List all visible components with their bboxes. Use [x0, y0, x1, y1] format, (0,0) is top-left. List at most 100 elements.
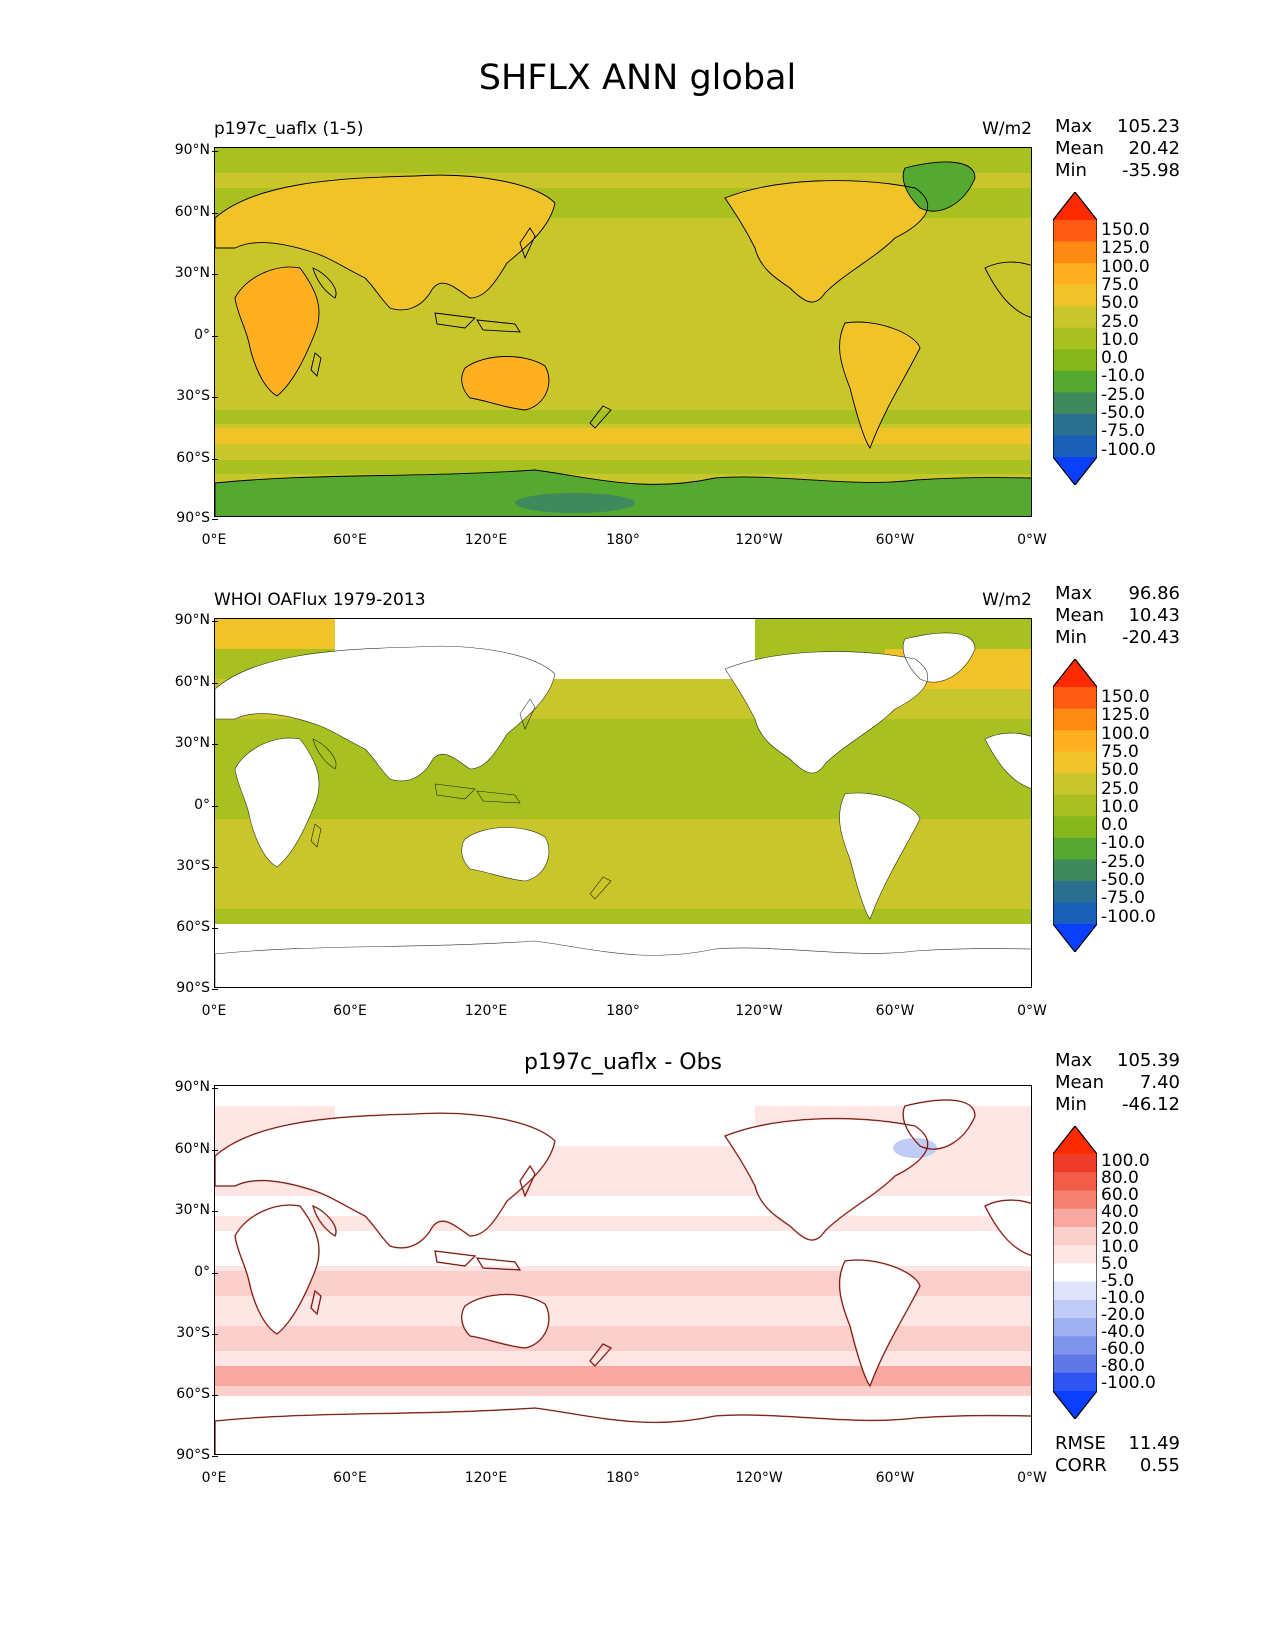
colorbar-segment [1053, 220, 1097, 243]
colorbar-segment [1053, 327, 1097, 350]
colorbar-tick-label: 125.0 [1101, 705, 1150, 726]
panel1-ytick-90n: 90°N [150, 142, 218, 158]
panel2-xtick-0e: 0°E [201, 1003, 227, 1019]
colorbar-tick-label: -40.0 [1101, 1322, 1145, 1342]
panel3-ytick-90s: 90°S [150, 1447, 218, 1463]
panel1-ytick-90s: 90°S [150, 510, 218, 526]
colorbar-tick-label: -80.0 [1101, 1356, 1145, 1377]
panel1-xtick-120e: 120°E [464, 532, 508, 548]
panel2-title: WHOI OAFlux 1979-2013 [214, 590, 426, 610]
panel1-ytick-60s: 60°S [150, 450, 218, 466]
stat-value: 105.23 [1117, 116, 1180, 137]
stat-value: -46.12 [1121, 1094, 1180, 1115]
colorbar-tick-label: 5.0 [1101, 1253, 1129, 1274]
panel3-rmse-corr: RMSE 11.49 CORR 0.55 [1055, 1433, 1180, 1477]
stat-label: Max [1055, 1050, 1093, 1071]
panel3-xtick-0w: 0°W [1017, 1470, 1047, 1486]
colorbar-segment [1053, 1372, 1097, 1392]
panel3-ytick-0: 0° [150, 1264, 218, 1280]
panel2-xtick-0w: 0°W [1017, 1003, 1047, 1019]
colorbar-tick-label: 20.0 [1101, 1219, 1139, 1240]
stat-value: -20.43 [1121, 627, 1180, 648]
colorbar-segment [1053, 1336, 1097, 1356]
panel2-ytick-60n: 60°N [150, 674, 218, 690]
colorbar-tick-label: -10.0 [1101, 1287, 1145, 1308]
colorbar-tick-label: -75.0 [1101, 888, 1145, 909]
panel3-xtick-120e: 120°E [464, 1470, 508, 1486]
panel1-xtick-120w: 120°W [735, 532, 783, 548]
panel1-ytick-60n: 60°N [150, 204, 218, 220]
colorbar-tick-label: -10.0 [1101, 366, 1145, 387]
colorbar-bottom-arrow [1053, 457, 1097, 485]
panel3-xtick-180: 180° [606, 1470, 640, 1486]
colorbar-segment [1053, 435, 1097, 458]
panel2-map [214, 618, 1032, 988]
colorbar-segment [1053, 859, 1097, 882]
panel2-xtick-180: 180° [606, 1003, 640, 1019]
colorbar-segment [1053, 413, 1097, 436]
stat-label: Max [1055, 116, 1093, 137]
colorbar-segment [1053, 1154, 1097, 1173]
panel1-xtick-60e: 60°E [333, 532, 367, 548]
colorbar-tick-label: 150.0 [1101, 687, 1150, 707]
stat-label: Min [1055, 1094, 1087, 1115]
colorbar-tick-label: 100.0 [1101, 723, 1150, 744]
colorbar-segment [1053, 392, 1097, 415]
panel2-stats: Max 96.86 Mean 10.43 Min -20.43 [1055, 583, 1180, 649]
panel3-xtick-120w: 120°W [735, 1470, 783, 1486]
panel2-ytick-90n: 90°N [150, 612, 218, 628]
colorbar-tick-label: 60.0 [1101, 1185, 1139, 1206]
stat-value: 11.49 [1128, 1433, 1180, 1454]
panel1-ytick-0: 0° [150, 327, 218, 343]
panel3-ytick-90n: 90°N [150, 1079, 218, 1095]
panel2-xtick-60w: 60°W [875, 1003, 915, 1019]
colorbar-tick-label: 25.0 [1101, 311, 1139, 332]
colorbar-tick-label: 50.0 [1101, 293, 1139, 314]
colorbar-tick-label: 40.0 [1101, 1202, 1139, 1223]
colorbar-tick-label: -60.0 [1101, 1339, 1145, 1360]
colorbar-segment [1053, 708, 1097, 731]
colorbar-segment [1053, 1263, 1097, 1283]
colorbar-tick-label: 75.0 [1101, 741, 1139, 762]
stat-value: 0.55 [1139, 1455, 1180, 1476]
colorbar-tick-label: -20.0 [1101, 1304, 1145, 1325]
panel3-xtick-60w: 60°W [875, 1470, 915, 1486]
stat-value: 20.42 [1128, 138, 1180, 159]
panel1-xtick-60w: 60°W [875, 532, 915, 548]
stat-label: Mean [1055, 138, 1105, 159]
colorbar-tick-label: 0.0 [1101, 348, 1129, 369]
colorbar-segment [1053, 773, 1097, 796]
stat-label: CORR [1055, 1455, 1107, 1476]
colorbar-segment [1053, 1208, 1097, 1228]
panel3-xtick-0e: 0°E [201, 1470, 227, 1486]
panel2-xtick-60e: 60°E [333, 1003, 367, 1019]
colorbar-tick-label: 10.0 [1101, 329, 1139, 350]
colorbar-segment [1053, 306, 1097, 329]
panel1-xtick-0w: 0°W [1017, 532, 1047, 548]
colorbar-segment [1053, 370, 1097, 393]
panel2-ytick-30s: 30°S [150, 858, 218, 874]
colorbar-segment [1053, 794, 1097, 817]
colorbar-segment [1053, 1299, 1097, 1319]
colorbar-top-arrow [1053, 1126, 1097, 1154]
panel3-title: p197c_uaflx - Obs [523, 1050, 723, 1075]
colorbar-segment [1053, 1354, 1097, 1374]
panel1-stats: Max 105.23 Mean 20.42 Min -35.98 [1055, 116, 1180, 182]
panel3-ytick-30s: 30°S [150, 1325, 218, 1341]
colorbar-segment [1053, 263, 1097, 286]
panel3-ytick-30n: 30°N [150, 1202, 218, 1218]
panel3-ytick-60n: 60°N [150, 1141, 218, 1157]
panel2-ytick-30n: 30°N [150, 735, 218, 751]
stat-value: 105.39 [1117, 1050, 1180, 1071]
panel2-xtick-120w: 120°W [735, 1003, 783, 1019]
panel2-units: W/m2 [982, 590, 1032, 610]
colorbar-segment [1053, 284, 1097, 307]
colorbar-tick-label: -10.0 [1101, 833, 1145, 854]
colorbar-segment [1053, 837, 1097, 860]
colorbar-segment [1053, 880, 1097, 903]
stat-label: Mean [1055, 1072, 1105, 1093]
colorbar-top-arrow [1053, 192, 1097, 220]
colorbar-tick-label: 0.0 [1101, 815, 1129, 836]
panel2-ytick-90s: 90°S [150, 980, 218, 996]
colorbar-tick-label: 10.0 [1101, 796, 1139, 817]
